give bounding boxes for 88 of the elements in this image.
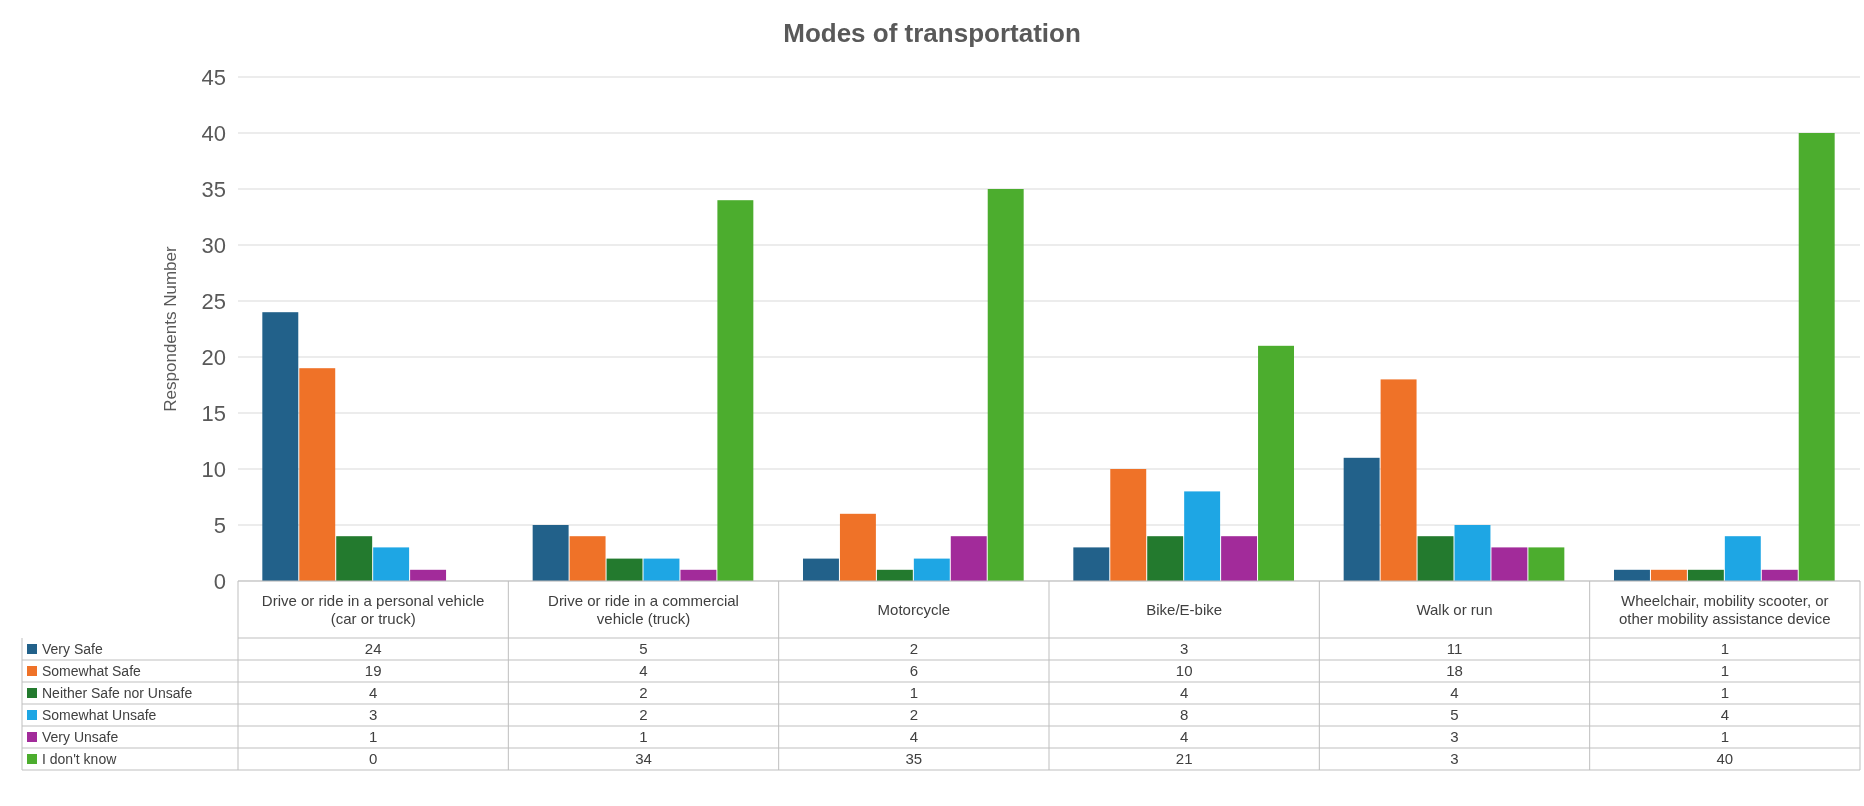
y-tick-label: 35 bbox=[201, 176, 226, 202]
data-label: 4 bbox=[1179, 728, 1189, 745]
y-tick-label: 15 bbox=[201, 400, 226, 426]
data-label: 35 bbox=[905, 750, 923, 767]
data-label: 4 bbox=[1179, 684, 1189, 701]
data-label: 2 bbox=[909, 706, 919, 723]
data-label: 19 bbox=[364, 662, 382, 679]
bar bbox=[1147, 536, 1184, 581]
x-tick-label: Drive or ride in a personal vehicle (car or truck) bbox=[261, 591, 485, 627]
data-label: 0 bbox=[368, 750, 378, 767]
bar bbox=[336, 536, 373, 581]
bar bbox=[569, 536, 606, 581]
data-label: 1 bbox=[639, 728, 648, 745]
data-label: 3 bbox=[1450, 750, 1459, 767]
y-tick-label: 40 bbox=[201, 120, 226, 146]
bar bbox=[262, 312, 299, 581]
bar bbox=[1454, 525, 1491, 581]
y-tick-label: 20 bbox=[201, 344, 226, 370]
data-label: 4 bbox=[639, 662, 648, 679]
bar bbox=[913, 558, 950, 581]
legend-label: Very Safe bbox=[42, 641, 103, 657]
bar bbox=[1184, 491, 1221, 581]
data-label: 5 bbox=[1450, 706, 1459, 723]
bar bbox=[803, 558, 839, 581]
y-tick-label: 5 bbox=[213, 512, 226, 538]
bar bbox=[1417, 536, 1454, 581]
data-label: 1 bbox=[368, 728, 378, 745]
chart-title: Modes of transportation bbox=[783, 18, 1081, 48]
data-label: 1 bbox=[1720, 662, 1730, 679]
bar bbox=[1724, 536, 1761, 581]
data-label: 6 bbox=[909, 662, 919, 679]
data-label: 24 bbox=[364, 640, 382, 657]
data-label: 3 bbox=[1450, 728, 1459, 745]
legend-label: Neither Safe nor Unsafe bbox=[42, 685, 193, 701]
bar bbox=[987, 189, 1024, 581]
bar bbox=[606, 558, 643, 581]
data-label: 2 bbox=[909, 640, 919, 657]
bar bbox=[1258, 345, 1295, 581]
y-axis-title: Respondents Number bbox=[161, 245, 180, 412]
data-label: 1 bbox=[1720, 728, 1730, 745]
bar bbox=[1073, 547, 1110, 581]
bar bbox=[1798, 133, 1835, 581]
bar bbox=[1528, 547, 1565, 581]
bar bbox=[1380, 379, 1417, 581]
data-label: 10 bbox=[1175, 662, 1193, 679]
bar bbox=[1110, 469, 1147, 581]
legend-label: Somewhat Safe bbox=[42, 663, 142, 679]
data-label: 1 bbox=[909, 684, 919, 701]
bar bbox=[717, 200, 754, 581]
data-label: 4 bbox=[909, 728, 919, 745]
data-label: 11 bbox=[1446, 640, 1463, 657]
data-label: 21 bbox=[1175, 750, 1193, 767]
y-tick-label: 45 bbox=[201, 64, 226, 90]
data-label: 4 bbox=[1720, 706, 1730, 723]
bar bbox=[839, 513, 876, 581]
bar bbox=[532, 525, 569, 581]
x-tick-label: Bike/E-bike bbox=[1146, 600, 1223, 618]
y-tick-label: 10 bbox=[201, 456, 226, 482]
bar bbox=[373, 547, 410, 581]
bar bbox=[299, 368, 336, 581]
y-tick-label: 25 bbox=[201, 288, 226, 314]
bar bbox=[1343, 457, 1380, 581]
data-label: 3 bbox=[1179, 640, 1189, 657]
bar bbox=[643, 558, 680, 581]
data-label: 4 bbox=[1450, 684, 1459, 701]
x-tick-label: Walk or run bbox=[1416, 600, 1493, 618]
bar bbox=[1491, 547, 1528, 581]
bar bbox=[950, 536, 987, 581]
legend-label: Very Unsafe bbox=[42, 729, 119, 745]
x-tick-label: Wheelchair, mobility scooter, or other mobility assistance device bbox=[1618, 591, 1831, 627]
x-tick-label: Drive or ride in a commercial vehicle (truck) bbox=[548, 591, 739, 627]
y-tick-label: 30 bbox=[201, 232, 226, 258]
bar bbox=[1221, 536, 1258, 581]
x-tick-label: Motorcycle bbox=[877, 600, 951, 618]
data-label: 4 bbox=[368, 684, 378, 701]
legend-label: I don't know bbox=[42, 751, 118, 767]
data-label: 34 bbox=[635, 750, 652, 767]
legend-label: Somewhat Unsafe bbox=[42, 707, 157, 723]
data-label: 3 bbox=[368, 706, 378, 723]
data-label: 1 bbox=[1720, 684, 1730, 701]
data-label: 5 bbox=[639, 640, 648, 657]
data-label: 40 bbox=[1716, 750, 1734, 767]
data-label: 1 bbox=[1720, 640, 1730, 657]
data-label: 2 bbox=[639, 684, 648, 701]
data-label: 18 bbox=[1446, 662, 1463, 679]
y-tick-label: 0 bbox=[213, 568, 226, 594]
data-label: 8 bbox=[1179, 706, 1189, 723]
data-label: 2 bbox=[639, 706, 648, 723]
